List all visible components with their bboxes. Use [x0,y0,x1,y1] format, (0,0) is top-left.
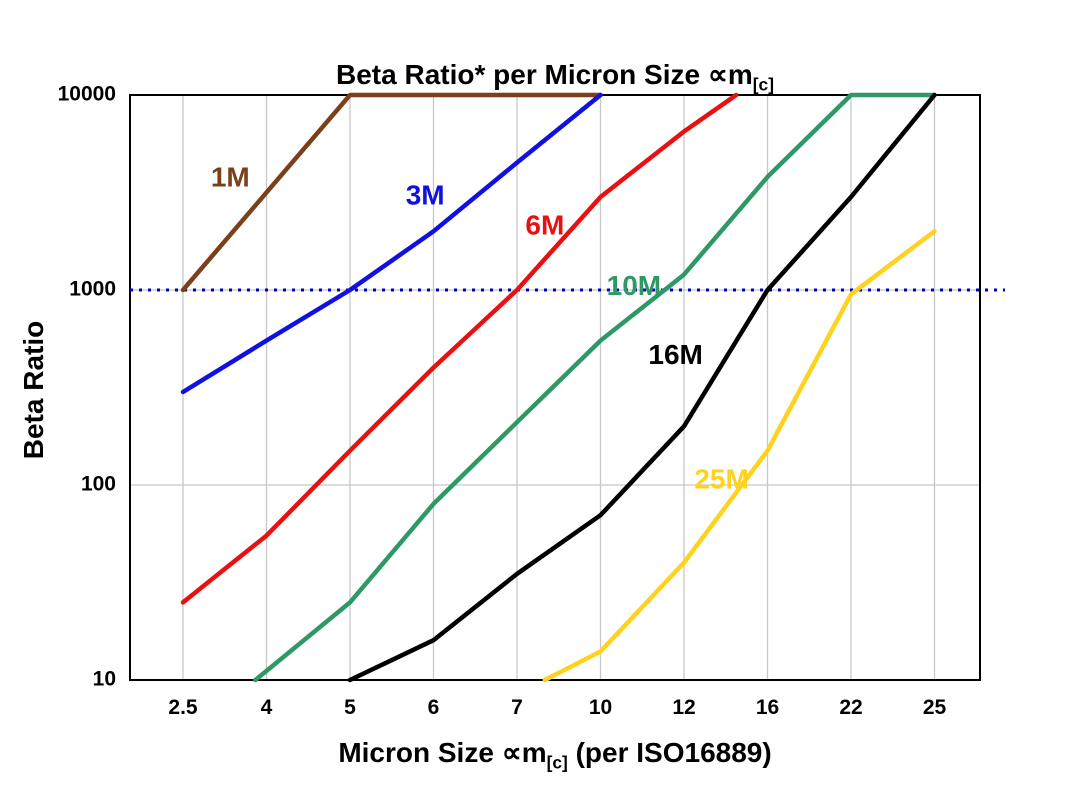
series-line-1M [180,92,603,293]
series-label-10M: 10M [607,270,661,301]
x-tick-4: 4 [261,696,273,719]
series-label-1M: 1M [211,162,250,193]
series-line-25M [542,229,937,683]
x-axis-micron-symbol: ∝m [501,737,547,768]
x-tick-5: 5 [344,696,356,719]
y-axis-title: Beta Ratio [18,320,49,460]
y-tick-100: 100 [81,473,116,496]
x-axis-micron-subscript: [c] [546,752,568,773]
series-label-25M: 25M [694,463,748,494]
y-tick-10000: 10000 [58,83,116,106]
x-tick-16: 16 [756,696,779,719]
series-line-3M [180,92,603,395]
y-tick-1000: 1000 [69,278,116,301]
x-tick-6: 6 [428,696,440,719]
series-line-16M [347,92,937,683]
chart-title: Beta Ratio* per Micron Size ∝m[c] [130,58,980,96]
x-tick-12: 12 [672,696,695,719]
series-line-6M [180,92,739,605]
x-axis-title: Micron Size ∝m[c] (per ISO16889) [130,736,980,774]
x-tick-2.5: 2.5 [168,696,198,719]
series-label-6M: 6M [525,210,564,241]
chart-title-text: Beta Ratio* per Micron Size [336,59,708,90]
x-axis-title-suffix: (per ISO16889) [567,737,772,768]
x-tick-7: 7 [511,696,523,719]
x-axis-title-prefix: Micron Size [338,737,502,768]
series-line-10M [253,92,937,683]
x-tick-10: 10 [589,696,612,719]
micron-symbol: ∝m [707,59,753,90]
y-tick-10: 10 [93,668,116,691]
series-label-3M: 3M [406,179,445,210]
series-label-16M: 16M [648,339,702,370]
x-tick-22: 22 [839,696,862,719]
micron-subscript: [c] [752,74,774,95]
x-tick-25: 25 [923,696,947,719]
